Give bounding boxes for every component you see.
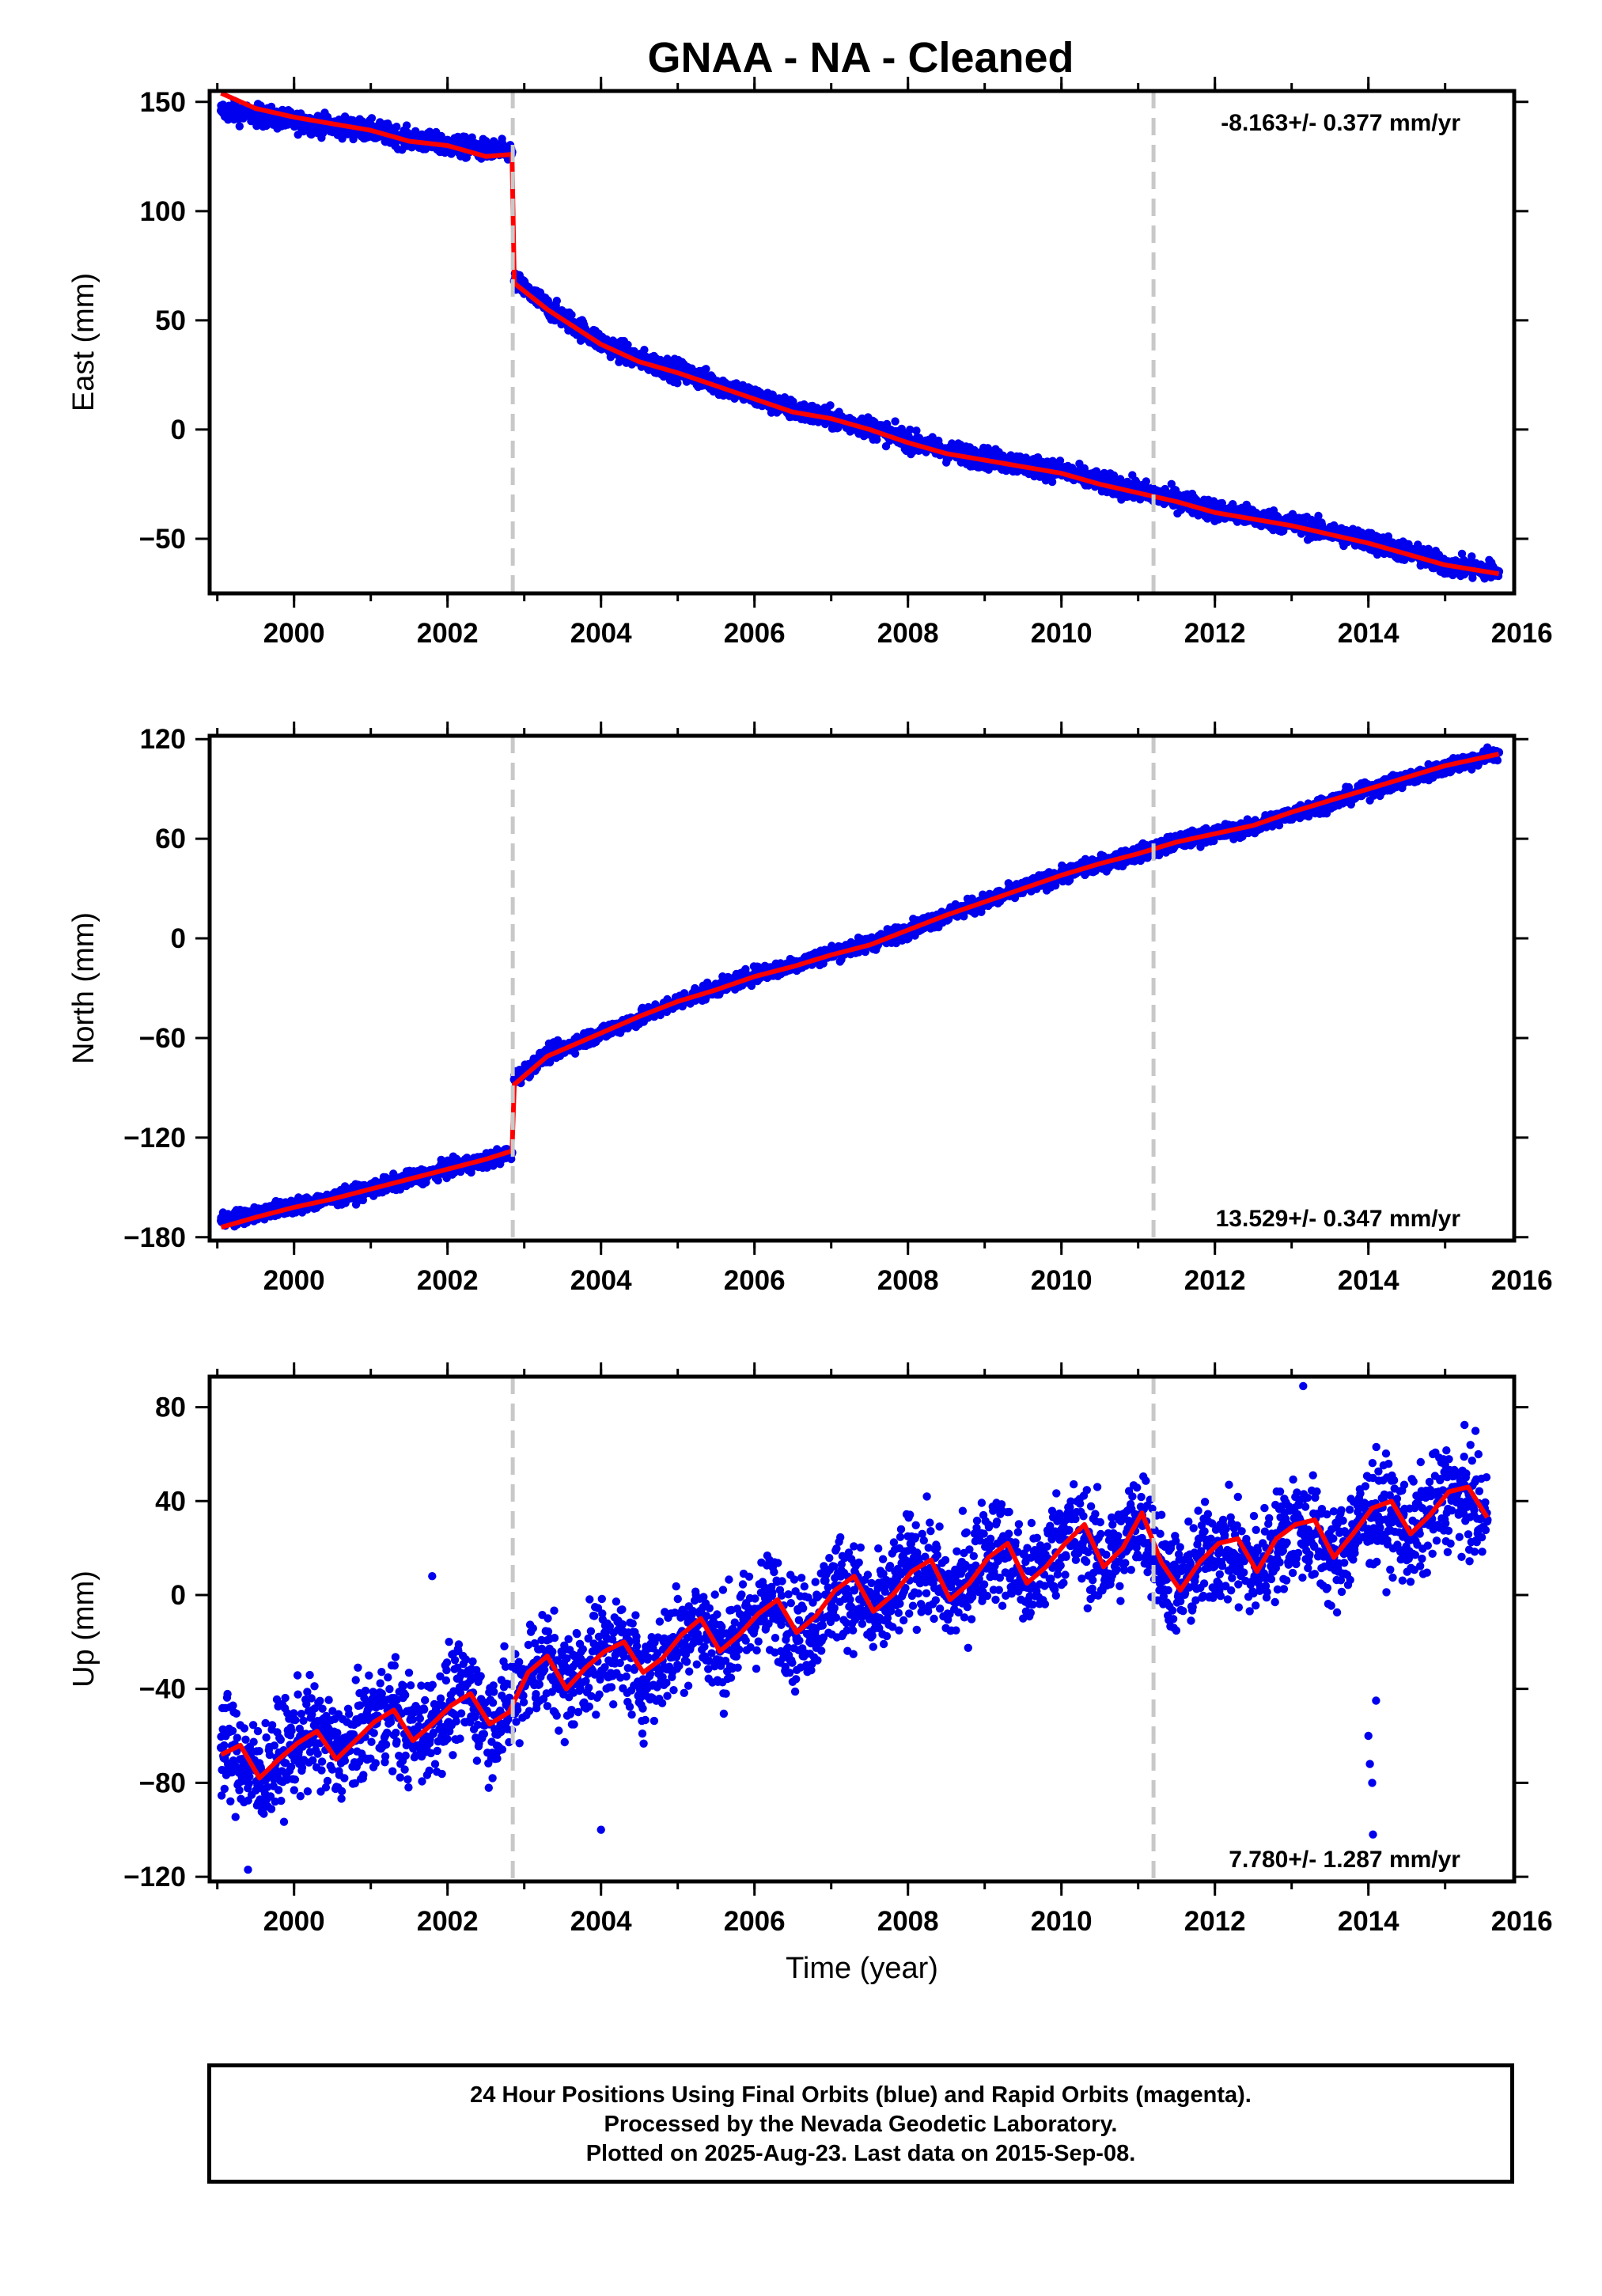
up-model-fit-line <box>220 1484 1490 1781</box>
east-y-axis-label: East (mm) <box>67 273 100 411</box>
up-y-axis-label: Up (mm) <box>67 1570 100 1688</box>
east-plot-area <box>217 91 1504 583</box>
up-daily-cloud <box>217 1381 1492 1874</box>
east-position-point <box>217 106 225 116</box>
north-y-tick-label: 0 <box>171 923 186 954</box>
north-daily-cloud <box>217 743 1503 1231</box>
east-x-tick-label: 2016 <box>1491 618 1553 649</box>
east-x-tick-label: 2014 <box>1338 618 1399 649</box>
east-frame <box>207 89 1517 596</box>
north-frame <box>207 733 1517 1243</box>
up-position-point <box>1387 1510 1396 1520</box>
north-x-tick-label: 2000 <box>263 1265 325 1296</box>
up-position-point <box>984 1539 993 1548</box>
up-position-point <box>217 1743 225 1752</box>
panel-north: 2000 2002 2004 2006 2008 2010 2012 2014 2016 −180… <box>67 722 1553 1296</box>
east-rate-label: -8.163+/- 0.377 mm/yr <box>1221 110 1460 136</box>
north-position-point <box>217 1216 225 1226</box>
east-position-point <box>481 146 490 154</box>
east-y-tick-label: −50 <box>139 524 186 555</box>
up-position-point <box>1406 1534 1415 1544</box>
up-rate-label: 7.780+/- 1.287 mm/yr <box>1229 1847 1460 1873</box>
north-x-tick-label: 2014 <box>1338 1265 1399 1296</box>
up-position-point <box>907 1557 916 1567</box>
north-x-tick-label: 2006 <box>724 1265 786 1296</box>
north-y-tick-label: 60 <box>155 824 186 854</box>
north-y-tick-label: −120 <box>123 1123 186 1154</box>
up-x-tick-label: 2016 <box>1491 1906 1553 1937</box>
east-y-tick-label: 150 <box>140 87 186 118</box>
panel-east: 2000 2002 2004 2006 2008 2010 2012 2014 2016 −50 0… <box>67 77 1553 649</box>
north-plot-area <box>217 743 1504 1231</box>
up-position-point <box>1233 1553 1243 1562</box>
north-model-fit-line <box>220 752 1500 1230</box>
north-y-axis-label: North (mm) <box>67 912 100 1064</box>
east-y-tick-label: 0 <box>171 415 186 445</box>
north-rate-label: 13.529+/- 0.347 mm/yr <box>1216 1206 1461 1232</box>
east-x-tick-label: 2000 <box>263 618 325 649</box>
north-x-tick-label: 2012 <box>1184 1265 1246 1296</box>
up-y-tick-label: 0 <box>171 1580 186 1611</box>
east-x-tick-label: 2002 <box>417 618 479 649</box>
up-x-tick-label: 2012 <box>1184 1906 1246 1937</box>
up-position-point <box>792 1632 801 1642</box>
up-position-point <box>638 1675 648 1684</box>
up-x-tick-label: 2008 <box>877 1906 939 1937</box>
up-position-point <box>1080 1534 1089 1544</box>
up-y-tick-label: −40 <box>139 1674 186 1705</box>
up-x-tick-label: 2010 <box>1031 1906 1093 1937</box>
up-position-point <box>1329 1557 1339 1567</box>
up-position-point <box>1061 1525 1070 1534</box>
east-y-tick-label: 100 <box>140 196 186 227</box>
east-x-tick-label: 2008 <box>877 618 939 649</box>
up-plot-area <box>217 1381 1492 1874</box>
up-position-point <box>236 1755 245 1764</box>
up-y-tick-label: 40 <box>155 1486 186 1517</box>
footer-line-1: 24 Hour Positions Using Final Orbits (bl… <box>470 2082 1252 2108</box>
up-x-tick-label: 2014 <box>1338 1906 1399 1937</box>
up-y-tick-label: −80 <box>139 1767 186 1798</box>
east-x-tick-label: 2010 <box>1031 618 1093 649</box>
east-daily-cloud <box>217 97 1503 583</box>
north-x-tick-label: 2016 <box>1491 1265 1553 1296</box>
panel-up: 2000 2002 2004 2006 2008 2010 2012 2014 2016 −120… <box>67 1362 1553 1985</box>
up-frame <box>207 1374 1517 1884</box>
north-x-tick-label: 2004 <box>570 1265 632 1296</box>
east-x-tick-label: 2004 <box>570 618 632 649</box>
footer-line-3: Plotted on 2025-Aug-23. Last data on 201… <box>585 2141 1136 2166</box>
east-position-point <box>251 110 260 119</box>
north-y-tick-label: −180 <box>123 1222 186 1253</box>
up-position-point <box>1464 1496 1473 1506</box>
east-model-fit-line <box>220 91 1500 577</box>
up-y-tick-label: 80 <box>155 1392 186 1423</box>
up-position-point <box>850 1586 859 1595</box>
footer-caption: 24 Hour Positions Using Final Orbits (bl… <box>207 2063 1514 2184</box>
up-x-tick-label: 2002 <box>417 1906 479 1937</box>
north-y-tick-label: −60 <box>139 1023 186 1054</box>
east-y-tick-label: 50 <box>155 305 186 336</box>
up-position-point <box>1310 1529 1320 1539</box>
east-x-tick-label: 2006 <box>724 618 786 649</box>
north-x-tick-label: 2010 <box>1031 1265 1093 1296</box>
north-x-tick-label: 2002 <box>417 1265 479 1296</box>
up-x-axis-label: Time (year) <box>786 1952 938 1985</box>
up-position-point <box>869 1614 878 1623</box>
up-x-tick-label: 2000 <box>263 1906 325 1937</box>
up-x-tick-label: 2006 <box>724 1906 786 1937</box>
north-y-tick-label: 120 <box>140 724 186 755</box>
east-x-tick-label: 2012 <box>1184 618 1246 649</box>
chart-title: GNAA - NA - Cleaned <box>647 34 1074 81</box>
footer-line-2: Processed by the Nevada Geodetic Laborat… <box>604 2112 1118 2137</box>
up-x-tick-label: 2004 <box>570 1906 632 1937</box>
up-y-tick-label: −120 <box>123 1862 186 1892</box>
north-x-tick-label: 2008 <box>877 1265 939 1296</box>
